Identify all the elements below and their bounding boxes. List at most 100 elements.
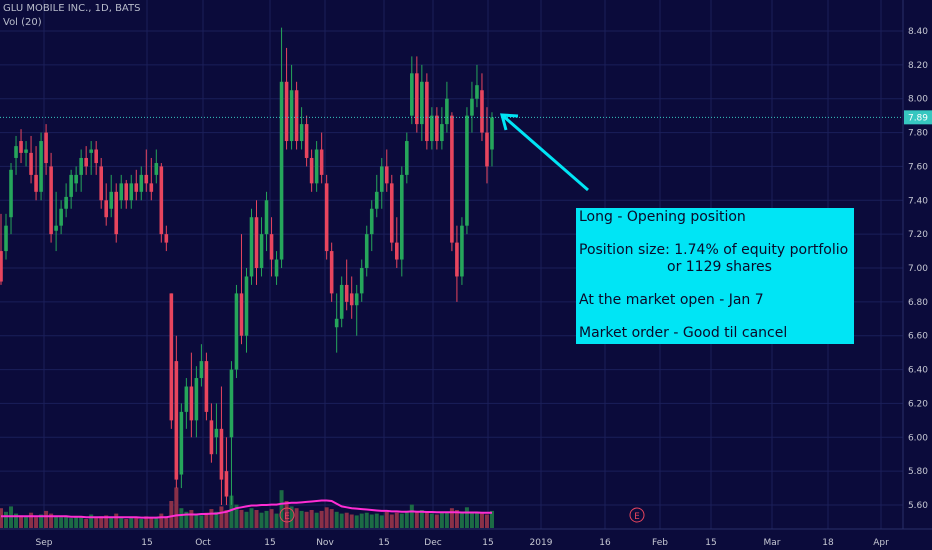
candle — [214, 403, 219, 455]
price-tick-label: 6.40 — [908, 366, 928, 376]
volume-bar — [4, 511, 9, 528]
candle — [430, 107, 434, 150]
earnings-marker-label: E — [284, 512, 290, 522]
volume-bar — [444, 511, 449, 528]
candle — [139, 166, 144, 201]
earnings-marker-1[interactable]: E — [279, 507, 295, 523]
candle-body — [219, 428, 224, 480]
earnings-marker-2[interactable]: E — [629, 507, 645, 523]
candle — [229, 361, 234, 505]
volume-bar — [409, 504, 414, 528]
volume-bar — [104, 515, 109, 528]
candle-body — [374, 191, 379, 209]
candle — [49, 152, 53, 243]
candle-body — [269, 234, 274, 260]
candle-body — [159, 166, 164, 235]
annotation-arrow — [500, 113, 589, 192]
candle-body — [254, 217, 259, 268]
trade-annotation-box[interactable]: Long - Opening position Position size: 1… — [576, 208, 854, 344]
candle — [405, 132, 409, 184]
volume-bar — [74, 516, 79, 528]
candle-body — [344, 284, 349, 302]
volume-indicator-label[interactable]: Vol (20) — [3, 17, 42, 28]
candle-body — [249, 217, 254, 277]
volume-bar — [184, 511, 189, 528]
time-tick-label: Sep — [36, 538, 53, 548]
candle-body — [430, 115, 434, 142]
candle — [94, 141, 98, 175]
candle-body — [194, 378, 199, 421]
candle-body — [309, 157, 314, 184]
candle-body — [114, 191, 119, 235]
candle-body — [179, 411, 184, 475]
volume-bar — [304, 511, 309, 528]
candle — [485, 107, 489, 184]
candle-body — [39, 141, 43, 192]
candle-body — [84, 157, 88, 167]
candle-body — [425, 81, 429, 142]
candle-body — [369, 208, 374, 235]
candle — [284, 47, 289, 150]
volume-bar — [194, 514, 199, 528]
volume-bar — [234, 504, 239, 528]
price-tick-label: 8.40 — [908, 27, 928, 37]
candle — [410, 56, 414, 125]
price-tick-label: 8.00 — [908, 95, 928, 105]
time-tick-label: 15 — [378, 538, 389, 548]
candle-body — [389, 183, 394, 243]
volume-bar — [369, 514, 374, 528]
volume-bar — [259, 512, 264, 528]
candle-body — [339, 284, 344, 319]
price-tick-label: 6.80 — [908, 298, 928, 308]
price-axis-panel[interactable] — [903, 0, 932, 550]
candle — [99, 157, 103, 209]
candle — [319, 132, 324, 184]
symbol-title[interactable]: GLU MOBILE INC., 1D, BATS — [3, 3, 141, 14]
volume-bar — [239, 510, 244, 528]
volume-bar — [364, 512, 369, 528]
volume-bar — [374, 513, 379, 528]
candle — [379, 157, 384, 209]
volume-bar — [399, 513, 404, 528]
volume-bar — [484, 514, 489, 528]
candle — [0, 213, 3, 285]
candle-body — [74, 174, 78, 184]
candle — [9, 163, 13, 235]
candle — [89, 141, 93, 175]
candle-body — [139, 174, 144, 192]
candle — [19, 129, 23, 164]
candle — [134, 169, 139, 201]
candle-body — [169, 293, 174, 421]
price-tick-label: 7.60 — [908, 162, 928, 172]
candle-body — [174, 361, 179, 480]
annotation-line-timing: At the market open - Jan 7 — [579, 292, 764, 308]
candle-body — [475, 85, 479, 99]
candle — [324, 174, 329, 260]
candle-body — [124, 183, 129, 201]
volume-moving-average-line — [1, 499, 492, 519]
candle — [114, 183, 119, 243]
volume-bar — [309, 510, 314, 528]
volume-bar — [149, 517, 154, 528]
candle — [279, 27, 284, 268]
price-tick-label: 8.20 — [908, 61, 928, 71]
candle-body — [294, 90, 299, 142]
candle — [354, 284, 359, 336]
candle-body — [199, 361, 204, 379]
candle-body — [460, 225, 464, 277]
volume-bar — [109, 517, 114, 528]
volume-bar — [429, 513, 434, 528]
time-tick-label: 15 — [264, 538, 275, 548]
candle-body — [209, 420, 214, 455]
volume-bar — [419, 510, 424, 528]
time-tick-label: 15 — [482, 538, 493, 548]
candle-body — [314, 149, 319, 184]
volume-bar — [324, 507, 329, 528]
candle — [159, 163, 164, 243]
candle — [69, 169, 73, 209]
volume-bar — [379, 515, 384, 528]
candle-body — [359, 268, 364, 294]
candle — [59, 200, 63, 235]
candle — [269, 217, 274, 277]
